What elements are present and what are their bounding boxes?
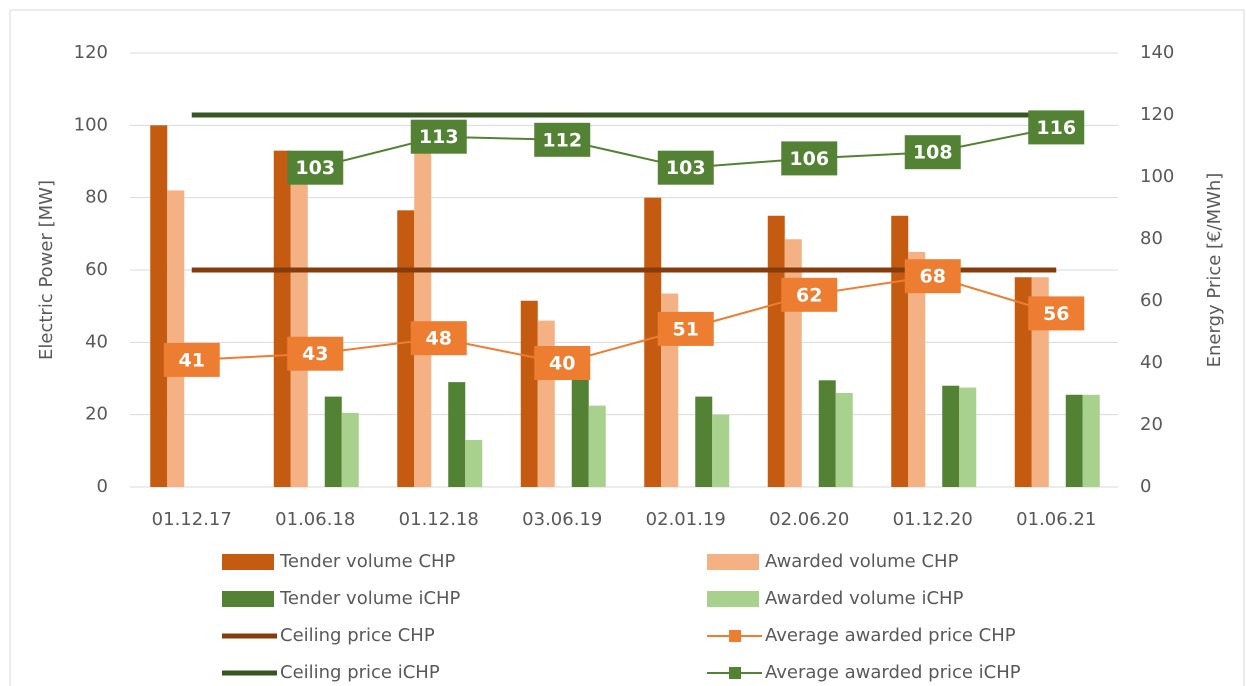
data-label: 108 — [913, 142, 953, 164]
data-label-box — [287, 150, 344, 185]
y2-tick-label: 20 — [1140, 414, 1163, 435]
data-label-box — [534, 346, 591, 380]
y2-tick-label: 120 — [1140, 104, 1174, 125]
data-label: 41 — [179, 349, 205, 371]
x-tick-label: 02.01.19 — [646, 509, 726, 530]
data-label: 103 — [666, 157, 706, 179]
legend-swatch — [222, 591, 274, 607]
bar — [712, 414, 730, 487]
data-label: 56 — [1043, 303, 1069, 325]
legend-marker — [729, 630, 741, 642]
y-tick-label: 60 — [85, 259, 108, 280]
data-label-box — [904, 259, 961, 294]
data-label-box — [410, 321, 467, 356]
bar — [818, 380, 836, 487]
data-label-box — [657, 150, 714, 185]
y-axis-title: Electric Power [MW] — [36, 180, 57, 360]
data-label: 113 — [419, 126, 459, 148]
data-label-box — [534, 122, 591, 157]
data-label: 40 — [549, 353, 575, 375]
legend-label: Awarded volume CHP — [765, 551, 959, 572]
data-label-box — [904, 135, 961, 170]
data-label: 68 — [920, 266, 946, 288]
y-tick-label: 120 — [74, 42, 108, 63]
bar — [324, 396, 342, 487]
bar — [891, 215, 909, 487]
y2-tick-label: 140 — [1140, 42, 1174, 63]
x-tick-label: 01.12.17 — [152, 509, 232, 530]
data-label: 51 — [673, 318, 699, 340]
legend-label: Awarded volume iCHP — [765, 588, 964, 609]
bar — [571, 376, 589, 487]
y2-axis-title: Energy Price [€/MWh] — [1204, 173, 1225, 368]
y-tick-label: 100 — [74, 114, 108, 135]
bar — [784, 239, 802, 487]
y2-tick-label: 0 — [1140, 476, 1151, 497]
bar — [1082, 394, 1100, 487]
data-label-box — [1028, 296, 1085, 331]
data-label-box — [781, 277, 838, 312]
bar — [397, 210, 415, 487]
legend-label: Average awarded price iCHP — [765, 662, 1021, 683]
legend-label: Tender volume iCHP — [279, 588, 461, 609]
x-tick-label: 01.12.20 — [893, 509, 973, 530]
data-label-box — [1028, 110, 1085, 145]
x-tick-label: 02.06.20 — [769, 509, 849, 530]
legend-label: Ceiling price CHP — [280, 625, 435, 646]
data-label: 106 — [789, 148, 829, 170]
data-label-box — [657, 311, 714, 346]
bar — [290, 179, 308, 488]
y2-tick-label: 80 — [1140, 228, 1163, 249]
bar — [695, 396, 713, 487]
data-label: 116 — [1036, 117, 1076, 139]
legend-label: Tender volume CHP — [279, 551, 456, 572]
data-label-box — [781, 141, 838, 176]
bar — [465, 439, 483, 487]
legend-swatch — [707, 591, 759, 607]
y-tick-label: 80 — [85, 187, 108, 208]
bar — [537, 320, 555, 487]
legend-swatch — [222, 554, 274, 570]
data-label: 112 — [542, 129, 582, 151]
bar — [908, 251, 926, 487]
bar — [150, 125, 168, 487]
data-label-box — [287, 336, 344, 371]
bar — [341, 412, 359, 487]
x-tick-label: 03.06.19 — [522, 509, 602, 530]
bar — [1014, 277, 1032, 487]
data-label: 62 — [796, 284, 822, 306]
y-tick-label: 20 — [85, 404, 108, 425]
bar — [959, 387, 977, 487]
bar — [767, 215, 785, 487]
x-tick-label: 01.12.18 — [399, 509, 479, 530]
legend-label: Average awarded price CHP — [765, 625, 1016, 646]
data-label-box — [163, 342, 220, 377]
legend-swatch — [707, 554, 759, 570]
y2-tick-label: 40 — [1140, 352, 1163, 373]
legend-label: Ceiling price iCHP — [280, 662, 440, 683]
data-label: 43 — [302, 343, 328, 365]
bar — [942, 385, 960, 487]
bar — [520, 300, 538, 487]
x-tick-label: 01.06.18 — [275, 509, 355, 530]
bar — [1065, 394, 1083, 487]
y-tick-label: 0 — [97, 476, 108, 497]
y2-tick-label: 60 — [1140, 290, 1163, 311]
y2-tick-label: 100 — [1140, 166, 1174, 187]
y-tick-label: 40 — [85, 331, 108, 352]
bar — [448, 382, 466, 487]
legend-marker — [729, 667, 741, 679]
data-label: 48 — [426, 328, 452, 350]
x-tick-label: 01.06.21 — [1016, 509, 1096, 530]
bar — [835, 392, 853, 487]
bar — [588, 405, 606, 487]
data-label-box — [410, 119, 467, 154]
bar — [167, 190, 185, 487]
bar — [273, 150, 291, 487]
data-label: 103 — [295, 157, 335, 179]
bar — [414, 150, 432, 487]
